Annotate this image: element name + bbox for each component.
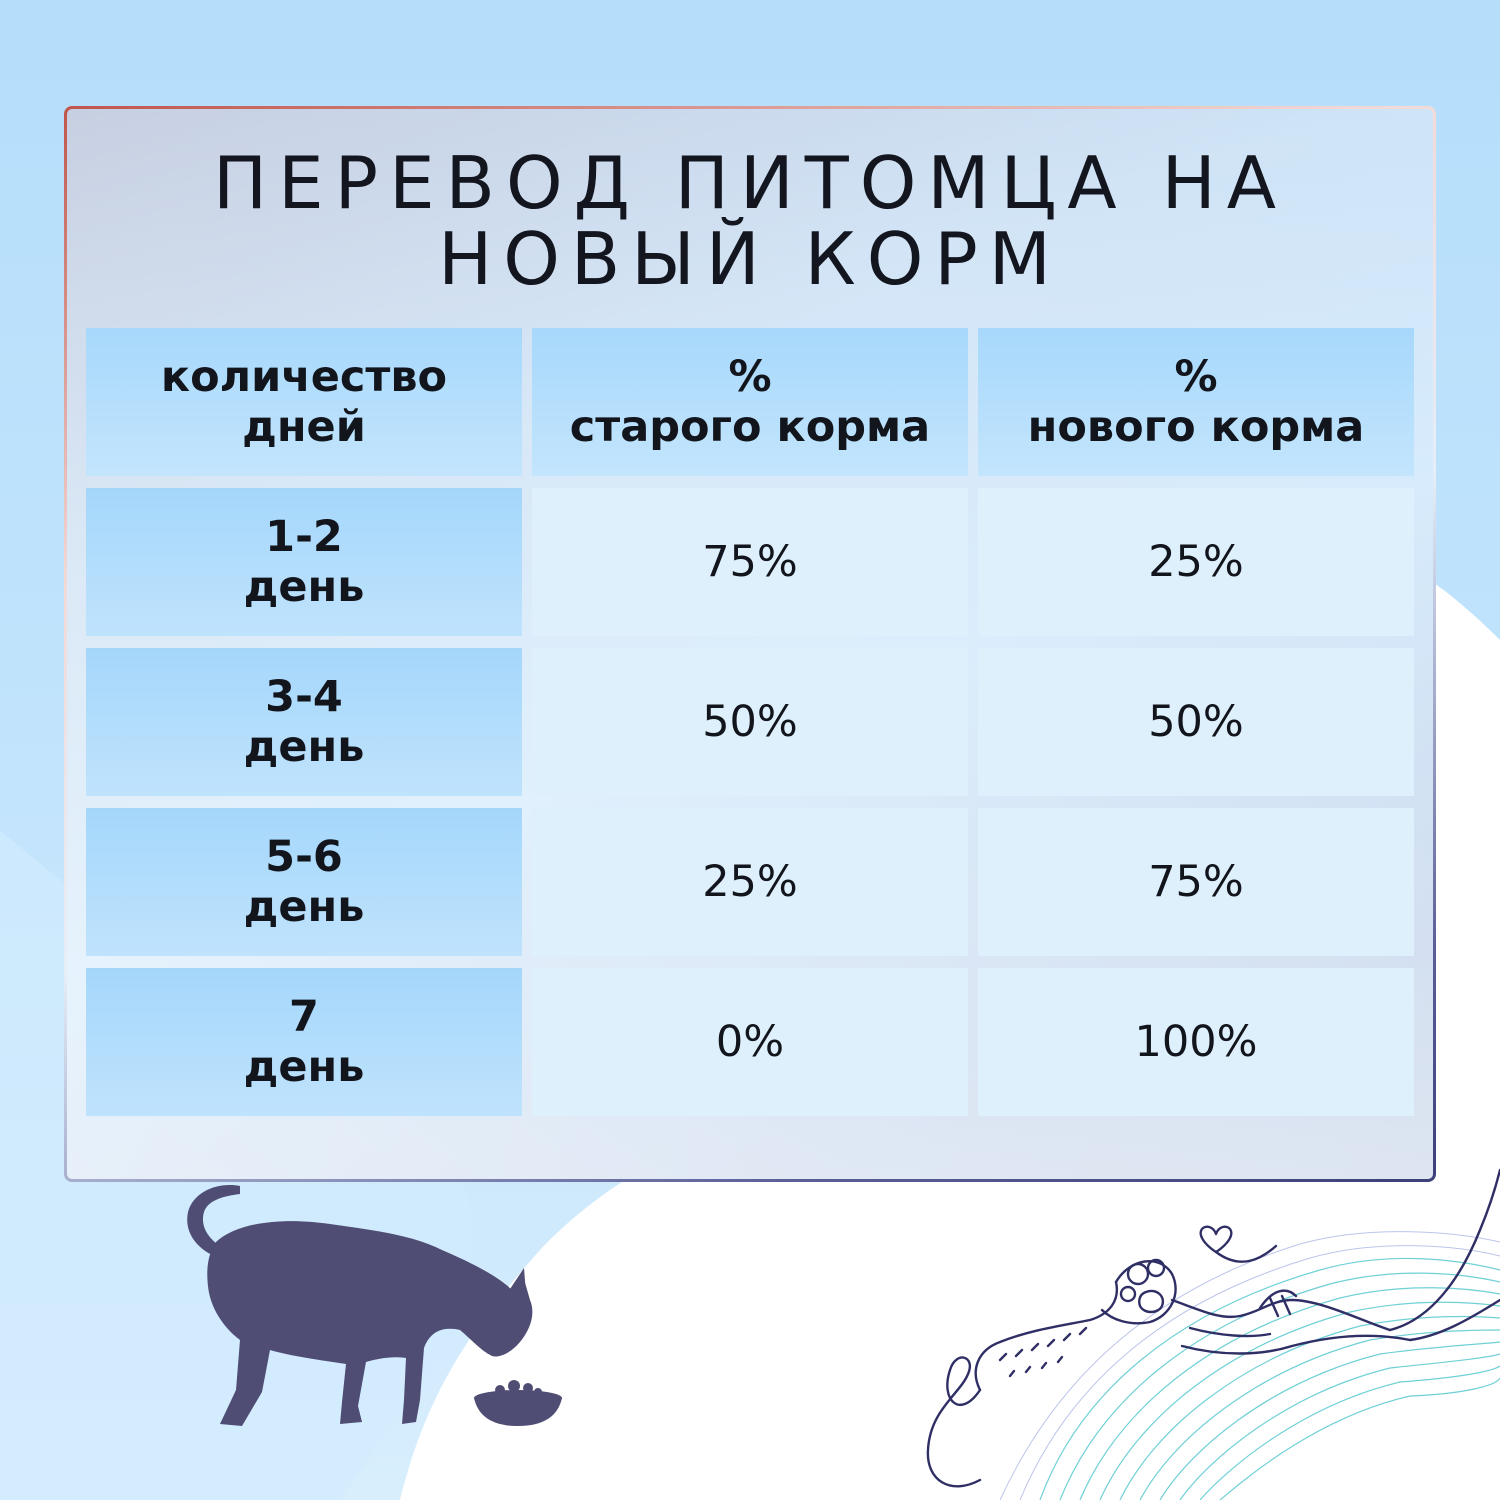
header-new-food-line-1: %	[1174, 352, 1218, 402]
new-percent: 25%	[1148, 537, 1244, 587]
header-new-food: % нового корма	[978, 328, 1414, 476]
table-cell-new: 50%	[978, 648, 1414, 796]
header-new-food-line-2: нового корма	[1027, 402, 1365, 452]
table-cell-old: 75%	[532, 488, 968, 636]
days-unit: день	[243, 1042, 365, 1092]
new-percent: 75%	[1148, 857, 1244, 907]
title-line-1: ПЕРЕВОД ПИТОМЦА НА	[213, 141, 1287, 225]
title-line-2: НОВЫЙ КОРМ	[438, 217, 1062, 301]
days-unit: день	[243, 882, 365, 932]
table-row-days: 1-2 день	[86, 488, 522, 636]
days-range: 5-6	[265, 832, 343, 882]
header-old-food-line-2: старого корма	[569, 402, 931, 452]
table-row-days: 3-4 день	[86, 648, 522, 796]
old-percent: 50%	[702, 697, 798, 747]
hand-and-paw-line-art-icon	[926, 1168, 1500, 1500]
dog-eating-icon	[187, 1185, 562, 1426]
old-percent: 0%	[715, 1017, 785, 1067]
header-days-line-1: количество	[160, 352, 448, 402]
table-cell-old: 50%	[532, 648, 968, 796]
days-unit: день	[243, 722, 365, 772]
header-days: количество дней	[86, 328, 522, 476]
old-percent: 25%	[702, 857, 798, 907]
new-percent: 100%	[1134, 1017, 1258, 1067]
header-old-food: % старого корма	[532, 328, 968, 476]
table-cell-old: 0%	[532, 968, 968, 1116]
days-unit: день	[243, 562, 365, 612]
days-range: 3-4	[265, 672, 343, 722]
table-cell-new: 25%	[978, 488, 1414, 636]
header-days-line-2: дней	[242, 402, 366, 452]
old-percent: 75%	[702, 537, 798, 587]
table-cell-new: 75%	[978, 808, 1414, 956]
days-range: 7	[289, 992, 319, 1042]
new-percent: 50%	[1148, 697, 1244, 747]
table-row-days: 5-6 день	[86, 808, 522, 956]
table-cell-old: 25%	[532, 808, 968, 956]
table-row-days: 7 день	[86, 968, 522, 1116]
header-old-food-line-1: %	[728, 352, 772, 402]
page-title: ПЕРЕВОД ПИТОМЦА НА НОВЫЙ КОРМ	[67, 145, 1433, 297]
table-cell-new: 100%	[978, 968, 1414, 1116]
days-range: 1-2	[265, 512, 343, 562]
